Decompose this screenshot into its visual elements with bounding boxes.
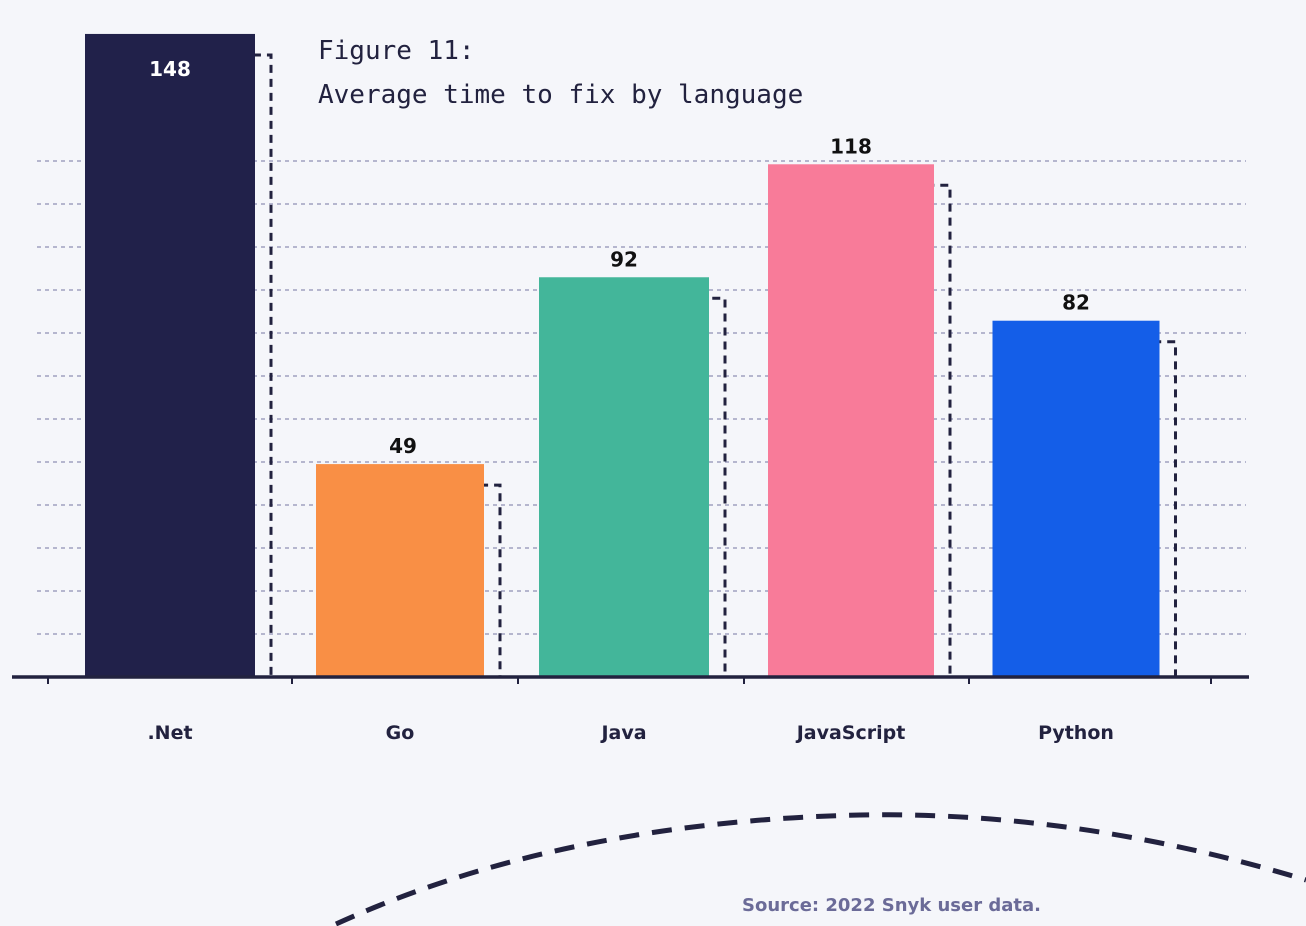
bar-javascript	[768, 164, 934, 678]
labels: 148 .Net 49 Go 92 Java 118 JavaScript 82 Python	[147, 57, 1113, 744]
bars	[85, 33, 1160, 678]
bar-python	[992, 320, 1160, 677]
dashed-curve-decoration	[334, 812, 1306, 926]
x-tick-label: Python	[1038, 722, 1114, 744]
chart-title: Average time to fix by language	[318, 80, 803, 110]
data-label: 49	[389, 434, 417, 458]
bar-go	[316, 464, 484, 677]
x-tick-label: .Net	[147, 722, 192, 744]
x-axis	[12, 675, 1249, 684]
bar-net	[85, 33, 255, 677]
data-label: 92	[610, 247, 638, 271]
bar-outline-python	[1011, 340, 1177, 677]
bar-java	[539, 277, 709, 677]
x-tick-label: JavaScript	[795, 722, 906, 744]
source-note: Source: 2022 Snyk user data.	[742, 895, 1041, 916]
data-label: 118	[830, 134, 872, 158]
data-label: 148	[149, 57, 191, 81]
figure-number: Figure 11:	[318, 36, 475, 66]
x-tick-label: Java	[599, 722, 646, 744]
x-tick-label: Go	[386, 722, 415, 744]
data-label: 82	[1062, 291, 1090, 315]
